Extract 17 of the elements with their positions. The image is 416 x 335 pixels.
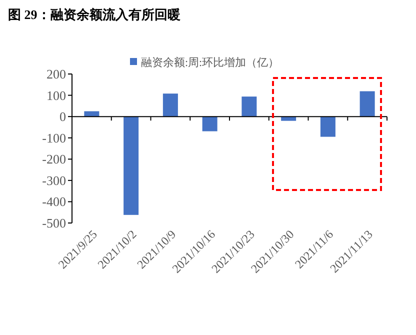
bar: [360, 91, 375, 117]
chart-title: 图 29：融资余额流入有所回暖: [8, 7, 180, 22]
bar: [124, 116, 139, 215]
y-tick-label: -400: [42, 194, 66, 210]
y-tick-label: 200: [46, 66, 66, 82]
y-tick-label: 100: [46, 88, 66, 103]
y-tick-label: -300: [42, 172, 66, 188]
y-tick-label: -100: [42, 130, 66, 146]
bar: [281, 116, 296, 121]
bar: [162, 94, 178, 117]
bar: [202, 116, 218, 132]
y-tick-label: -200: [42, 152, 66, 167]
bar: [242, 96, 257, 117]
y-tick-label: -500: [42, 216, 66, 230]
bar: [320, 116, 336, 137]
y-tick-label: 0: [60, 109, 66, 124]
legend-label: 融资余额:周:环比增加（亿）: [141, 56, 280, 69]
